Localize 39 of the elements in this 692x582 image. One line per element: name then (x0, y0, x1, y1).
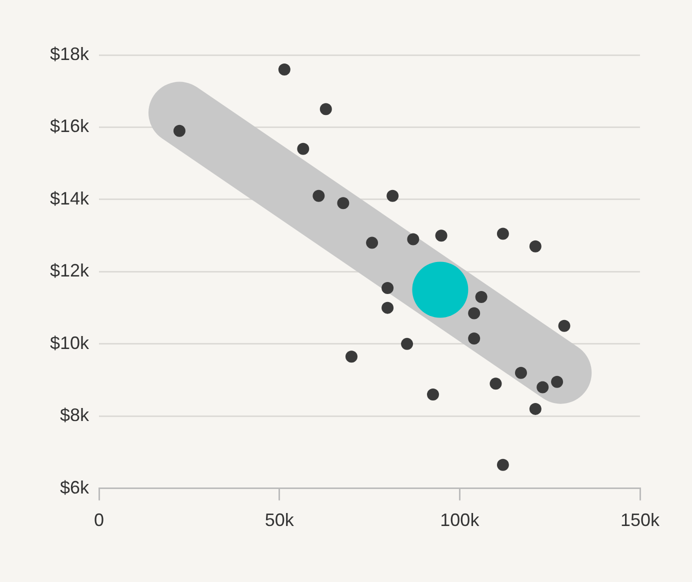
point (468, 332, 480, 345)
point (490, 378, 502, 390)
point (412, 262, 468, 318)
point (551, 376, 564, 388)
x-tick-label: 100k (440, 510, 480, 530)
point (435, 230, 448, 242)
y-tick-label: $14k (50, 188, 90, 208)
y-tick-label: $10k (50, 332, 90, 353)
point (529, 402, 542, 415)
y-tick-label: $12k (50, 260, 90, 281)
point (468, 307, 480, 320)
point (278, 63, 290, 76)
point (312, 190, 325, 202)
point (173, 124, 186, 137)
point (407, 233, 420, 246)
point (382, 302, 394, 314)
y-tick-label: $6k (60, 477, 90, 498)
y-tick-label: $18k (50, 44, 90, 64)
x-tick-label: 0 (94, 510, 104, 530)
y-tick-label: $8k (60, 405, 90, 426)
point (320, 103, 332, 116)
point (514, 366, 527, 379)
point (496, 228, 509, 240)
point (366, 236, 378, 249)
point (475, 290, 488, 303)
y-tick-label: $16k (50, 116, 90, 136)
point (345, 350, 358, 363)
point (401, 338, 414, 350)
point (536, 381, 549, 394)
point (496, 458, 509, 471)
point (529, 240, 542, 252)
x-tick-label: 50k (264, 510, 295, 530)
point (386, 190, 399, 202)
point (297, 142, 310, 155)
point (382, 282, 394, 294)
x-tick-label: 150k (620, 510, 661, 530)
point (426, 388, 439, 400)
point (337, 197, 350, 210)
point (558, 320, 570, 332)
